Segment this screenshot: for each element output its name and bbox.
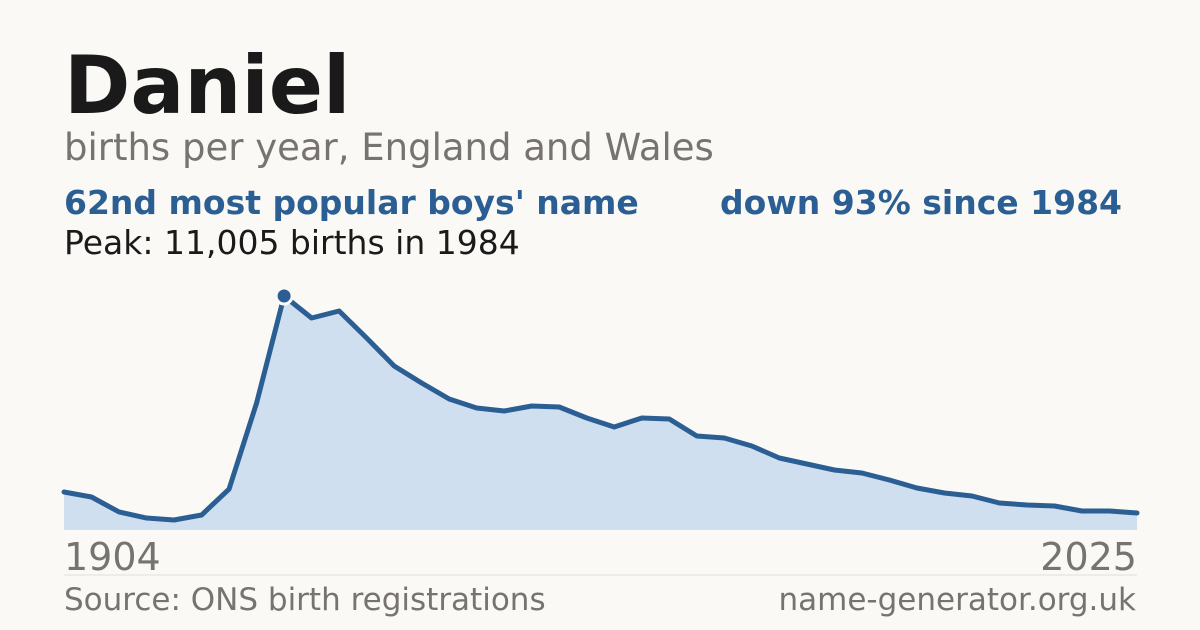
- title: Daniel: [64, 39, 350, 132]
- change-text: down 93% since 1984: [720, 183, 1122, 222]
- peak-marker: [274, 286, 294, 306]
- line: [61, 293, 1140, 523]
- area: [64, 296, 1137, 530]
- rank-text: 62nd most popular boys' name: [64, 183, 639, 222]
- site: name-generator.org.uk: [779, 582, 1137, 618]
- x-tick-label: 2025: [1040, 535, 1137, 579]
- source: Source: ONS birth registrations: [64, 582, 546, 618]
- peak-text: Peak: 11,005 births in 1984: [64, 223, 520, 262]
- subtitle: births per year, England and Wales: [64, 126, 714, 169]
- x-tick-label: 1904: [64, 535, 161, 579]
- plot: 1904 2025: [61, 286, 1140, 579]
